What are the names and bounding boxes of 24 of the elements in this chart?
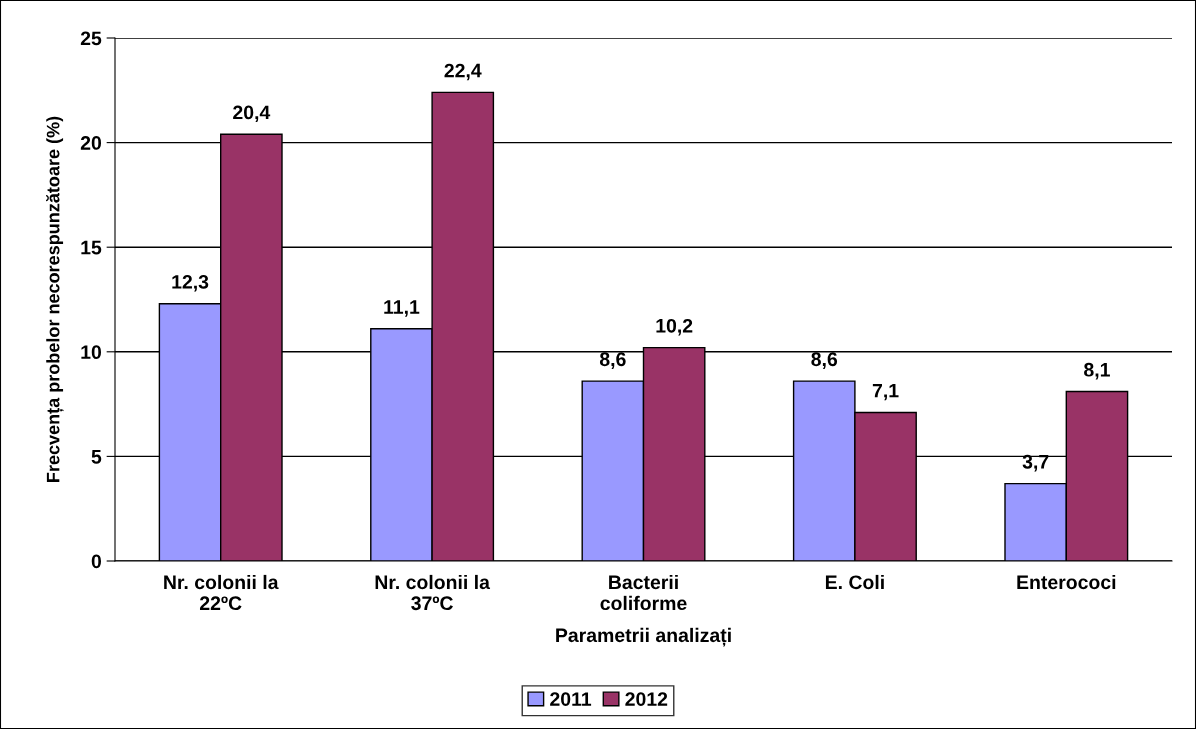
x-tick-label: Nr. colonii la 22ºC	[164, 574, 279, 611]
data-label: 20,4	[233, 105, 271, 123]
legend-label: 2011	[550, 692, 592, 706]
data-label: 8,6	[811, 352, 838, 369]
x-axis-title: Parametrii analizați	[556, 627, 731, 647]
data-label: 12,3	[172, 274, 209, 292]
y-tick-label: 20	[80, 136, 102, 150]
x-tick-label: Enterococi	[1017, 574, 1116, 590]
data-label: 8,1	[1084, 362, 1110, 380]
legend-label: 2012	[625, 692, 668, 706]
y-tick-label: 25	[80, 31, 102, 46]
x-tick-label: Nr. colonii la 37ºC	[375, 574, 491, 611]
y-tick-label: 15	[81, 240, 102, 255]
y-tick-label: 5	[91, 450, 102, 464]
data-label: 10,2	[656, 318, 693, 336]
data-label: 8,6	[599, 352, 626, 369]
x-tick-label: E. Coli	[825, 574, 884, 590]
x-tick-label: Bacterii coliforme	[600, 574, 687, 611]
y-axis-title: Frecvența probelor necorespunzătoare (%)	[46, 116, 64, 482]
data-label: 7,1	[872, 383, 899, 401]
data-label: 11,1	[384, 300, 420, 317]
y-tick-label: 10	[81, 345, 102, 360]
data-label: 22,4	[444, 63, 482, 81]
y-tick-label: 0	[91, 554, 102, 569]
